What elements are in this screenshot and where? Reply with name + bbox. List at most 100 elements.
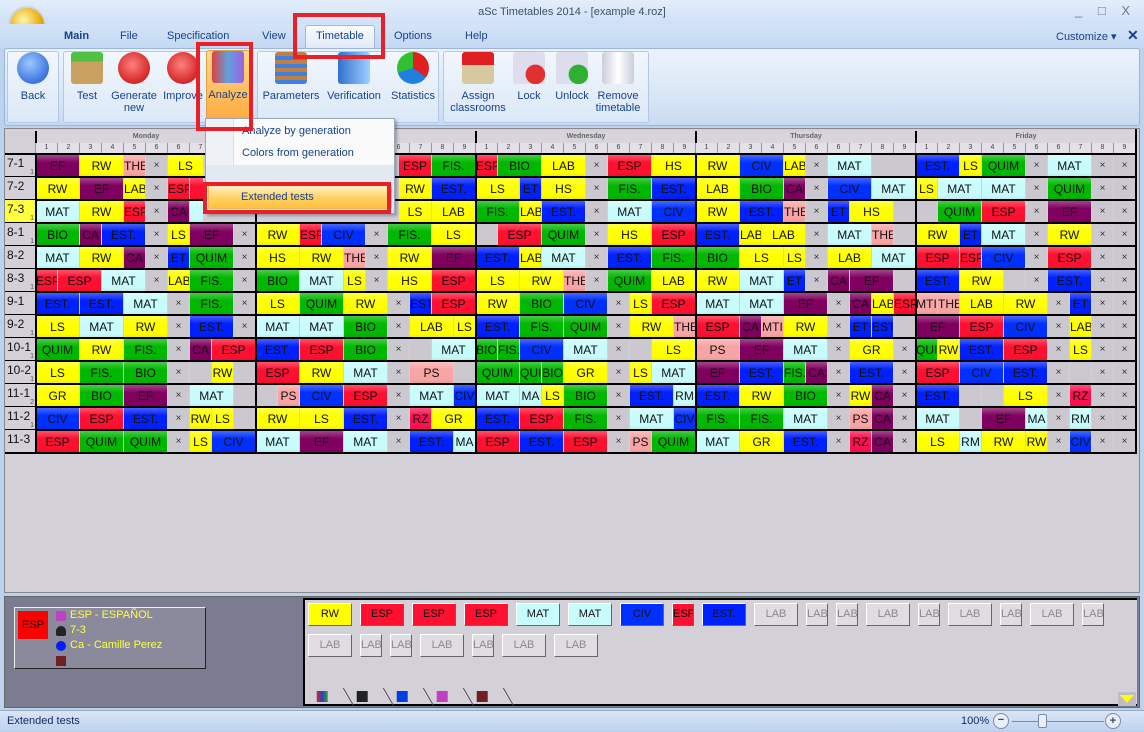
lesson-card[interactable]: EST.: [850, 362, 893, 384]
empty-slot-mark[interactable]: ×: [388, 408, 409, 430]
zoom-slider-track[interactable]: [1012, 721, 1104, 722]
empty-slot-mark[interactable]: ×: [1048, 293, 1069, 315]
lesson-card[interactable]: ESP: [476, 431, 519, 453]
lesson-card[interactable]: QUIM: [300, 293, 343, 315]
lesson-card[interactable]: CIV: [322, 224, 365, 246]
lesson-card[interactable]: MAT: [982, 178, 1025, 200]
empty-slot-mark[interactable]: ×: [806, 201, 827, 223]
lesson-card[interactable]: RW: [36, 178, 79, 200]
lesson-card[interactable]: EST.: [608, 247, 651, 269]
lesson-card[interactable]: FIS.: [124, 339, 167, 361]
lesson-card[interactable]: EST.: [696, 385, 739, 407]
lesson-card[interactable]: LS: [256, 293, 299, 315]
lesson-card[interactable]: EST.: [916, 270, 959, 292]
lesson-card[interactable]: LAB: [872, 293, 893, 315]
lesson-card[interactable]: GR: [432, 408, 475, 430]
empty-slot-mark[interactable]: ×: [388, 431, 409, 453]
lesson-card[interactable]: FIS.: [432, 155, 475, 177]
lesson-card[interactable]: ET: [828, 201, 849, 223]
lesson-card[interactable]: EST.: [36, 293, 79, 315]
lesson-card[interactable]: MTI: [916, 293, 937, 315]
zoom-out-button[interactable]: −: [993, 713, 1009, 729]
lesson-card[interactable]: MAT: [124, 293, 167, 315]
empty-slot-mark[interactable]: ×: [894, 408, 915, 430]
tab-help[interactable]: Help: [465, 30, 488, 42]
empty-slot-mark[interactable]: ×: [146, 224, 167, 246]
class-row-label[interactable]: 10-2 1: [5, 361, 35, 383]
lesson-card[interactable]: MA: [520, 385, 541, 407]
empty-slot-mark[interactable]: ×: [828, 293, 849, 315]
lesson-card[interactable]: MAT: [300, 270, 343, 292]
generate-new-button[interactable]: Generate new: [109, 52, 159, 114]
empty-slot-mark[interactable]: ×: [1092, 339, 1113, 361]
empty-slot-mark[interactable]: ×: [806, 247, 827, 269]
empty-slot-mark[interactable]: ×: [608, 385, 629, 407]
lesson-card[interactable]: EF: [740, 339, 783, 361]
lesson-card[interactable]: LS: [168, 224, 189, 246]
lesson-card[interactable]: CIV: [564, 293, 607, 315]
lesson-card[interactable]: RW: [256, 224, 299, 246]
lesson-card[interactable]: QUIM: [608, 270, 651, 292]
lesson-card[interactable]: FIS.: [190, 293, 233, 315]
lesson-card[interactable]: MAT: [938, 178, 981, 200]
lesson-card[interactable]: LS: [432, 224, 475, 246]
lesson-card[interactable]: RW: [300, 247, 343, 269]
lesson-card[interactable]: EST.: [124, 408, 167, 430]
lesson-card[interactable]: LS: [36, 362, 79, 384]
empty-slot[interactable]: [476, 224, 497, 246]
lesson-card[interactable]: EST.: [80, 293, 123, 315]
verification-button[interactable]: Verification: [323, 52, 385, 102]
lesson-card[interactable]: MAT: [740, 270, 783, 292]
empty-slot-mark[interactable]: ×: [828, 362, 849, 384]
palette-lesson-card[interactable]: LAB: [918, 603, 940, 626]
lesson-card[interactable]: EST.: [916, 155, 959, 177]
lesson-card[interactable]: QUIM: [564, 316, 607, 338]
lesson-card[interactable]: FIS.: [80, 362, 123, 384]
lesson-card[interactable]: EST.: [630, 385, 673, 407]
palette-lesson-card[interactable]: LAB: [866, 603, 910, 626]
lesson-card[interactable]: RW: [190, 408, 211, 430]
lesson-card[interactable]: LAB: [432, 201, 475, 223]
lesson-card[interactable]: LS: [36, 316, 79, 338]
lesson-card[interactable]: MAT: [410, 385, 453, 407]
class-row-label[interactable]: 11-2 1: [5, 407, 35, 429]
test-button[interactable]: Test: [67, 52, 107, 102]
empty-slot[interactable]: [872, 155, 915, 177]
lesson-card[interactable]: CIV: [674, 408, 695, 430]
empty-slot[interactable]: [1004, 270, 1025, 292]
lesson-card[interactable]: CIV: [1070, 431, 1091, 453]
empty-slot-mark[interactable]: ×: [234, 247, 255, 269]
lesson-card[interactable]: EF: [300, 431, 343, 453]
lesson-card[interactable]: EF: [696, 362, 739, 384]
lesson-card[interactable]: THE: [124, 155, 145, 177]
lesson-card[interactable]: LS: [916, 431, 959, 453]
palette-lesson-card[interactable]: LAB: [420, 634, 464, 657]
empty-slot[interactable]: [916, 201, 937, 223]
empty-slot-mark[interactable]: ×: [1114, 247, 1135, 269]
lesson-card[interactable]: MAT: [256, 431, 299, 453]
lesson-card[interactable]: LAB: [762, 224, 805, 246]
lesson-card[interactable]: MAT: [872, 247, 915, 269]
lesson-card[interactable]: ESP: [344, 385, 387, 407]
lesson-card[interactable]: RW: [212, 362, 233, 384]
tab-main[interactable]: Main: [64, 30, 90, 42]
lesson-card[interactable]: FIS.: [564, 408, 607, 430]
lesson-card[interactable]: EF: [36, 155, 79, 177]
lesson-card[interactable]: PS: [630, 431, 651, 453]
lesson-card[interactable]: LS: [212, 408, 233, 430]
empty-slot[interactable]: [960, 408, 981, 430]
lesson-card[interactable]: EST.: [190, 316, 233, 338]
lesson-card[interactable]: BIO: [498, 155, 541, 177]
palette-lesson-card[interactable]: LAB: [308, 634, 352, 657]
empty-slot-mark[interactable]: ×: [586, 224, 607, 246]
menu-item-colors-from-generation[interactable]: Colors from generation: [242, 147, 354, 159]
lesson-card[interactable]: RW: [388, 247, 431, 269]
class-row-label[interactable]: 9-2 1: [5, 315, 35, 337]
empty-slot-mark[interactable]: ×: [1114, 408, 1135, 430]
empty-slot-mark[interactable]: ×: [1026, 155, 1047, 177]
zoom-in-button[interactable]: +: [1105, 713, 1121, 729]
lesson-card[interactable]: LS: [960, 155, 981, 177]
lesson-card[interactable]: CIV: [982, 247, 1025, 269]
lesson-card[interactable]: ESP: [498, 224, 541, 246]
lesson-card[interactable]: RW: [300, 362, 343, 384]
